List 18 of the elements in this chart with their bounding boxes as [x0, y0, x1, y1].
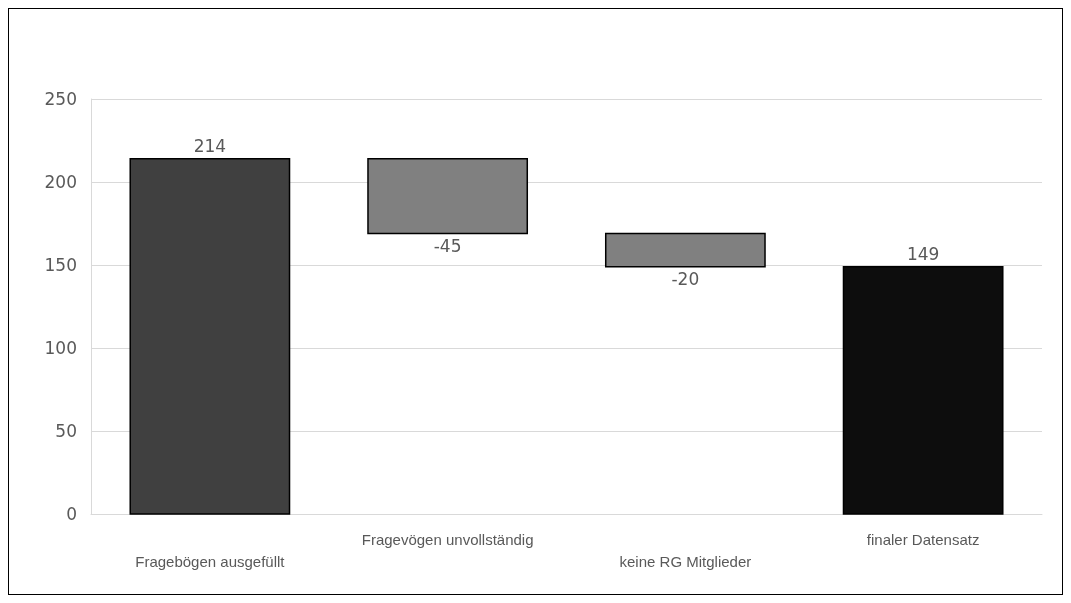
y-tick-label: 250 [44, 89, 77, 109]
data-label: -20 [671, 269, 700, 290]
y-tick-label: 50 [55, 421, 77, 441]
bar [129, 158, 291, 515]
bar [604, 232, 766, 268]
bar [367, 158, 529, 235]
y-tick-label: 100 [44, 338, 77, 358]
data-label: 214 [193, 136, 227, 157]
data-label: 149 [906, 244, 940, 265]
y-tick-label: 200 [44, 172, 77, 192]
y-tick-label: 150 [44, 255, 77, 275]
x-tick-label: finaler Datensatz [866, 530, 980, 548]
bar [842, 265, 1004, 515]
x-tick-label: keine RG Mitglieder [619, 552, 752, 570]
y-tick-label: 0 [66, 504, 77, 524]
x-tick-label: Fragevögen unvollständig [361, 530, 534, 548]
data-label: -45 [433, 235, 462, 256]
x-tick-label: Fragebögen ausgefüllt [135, 552, 286, 570]
